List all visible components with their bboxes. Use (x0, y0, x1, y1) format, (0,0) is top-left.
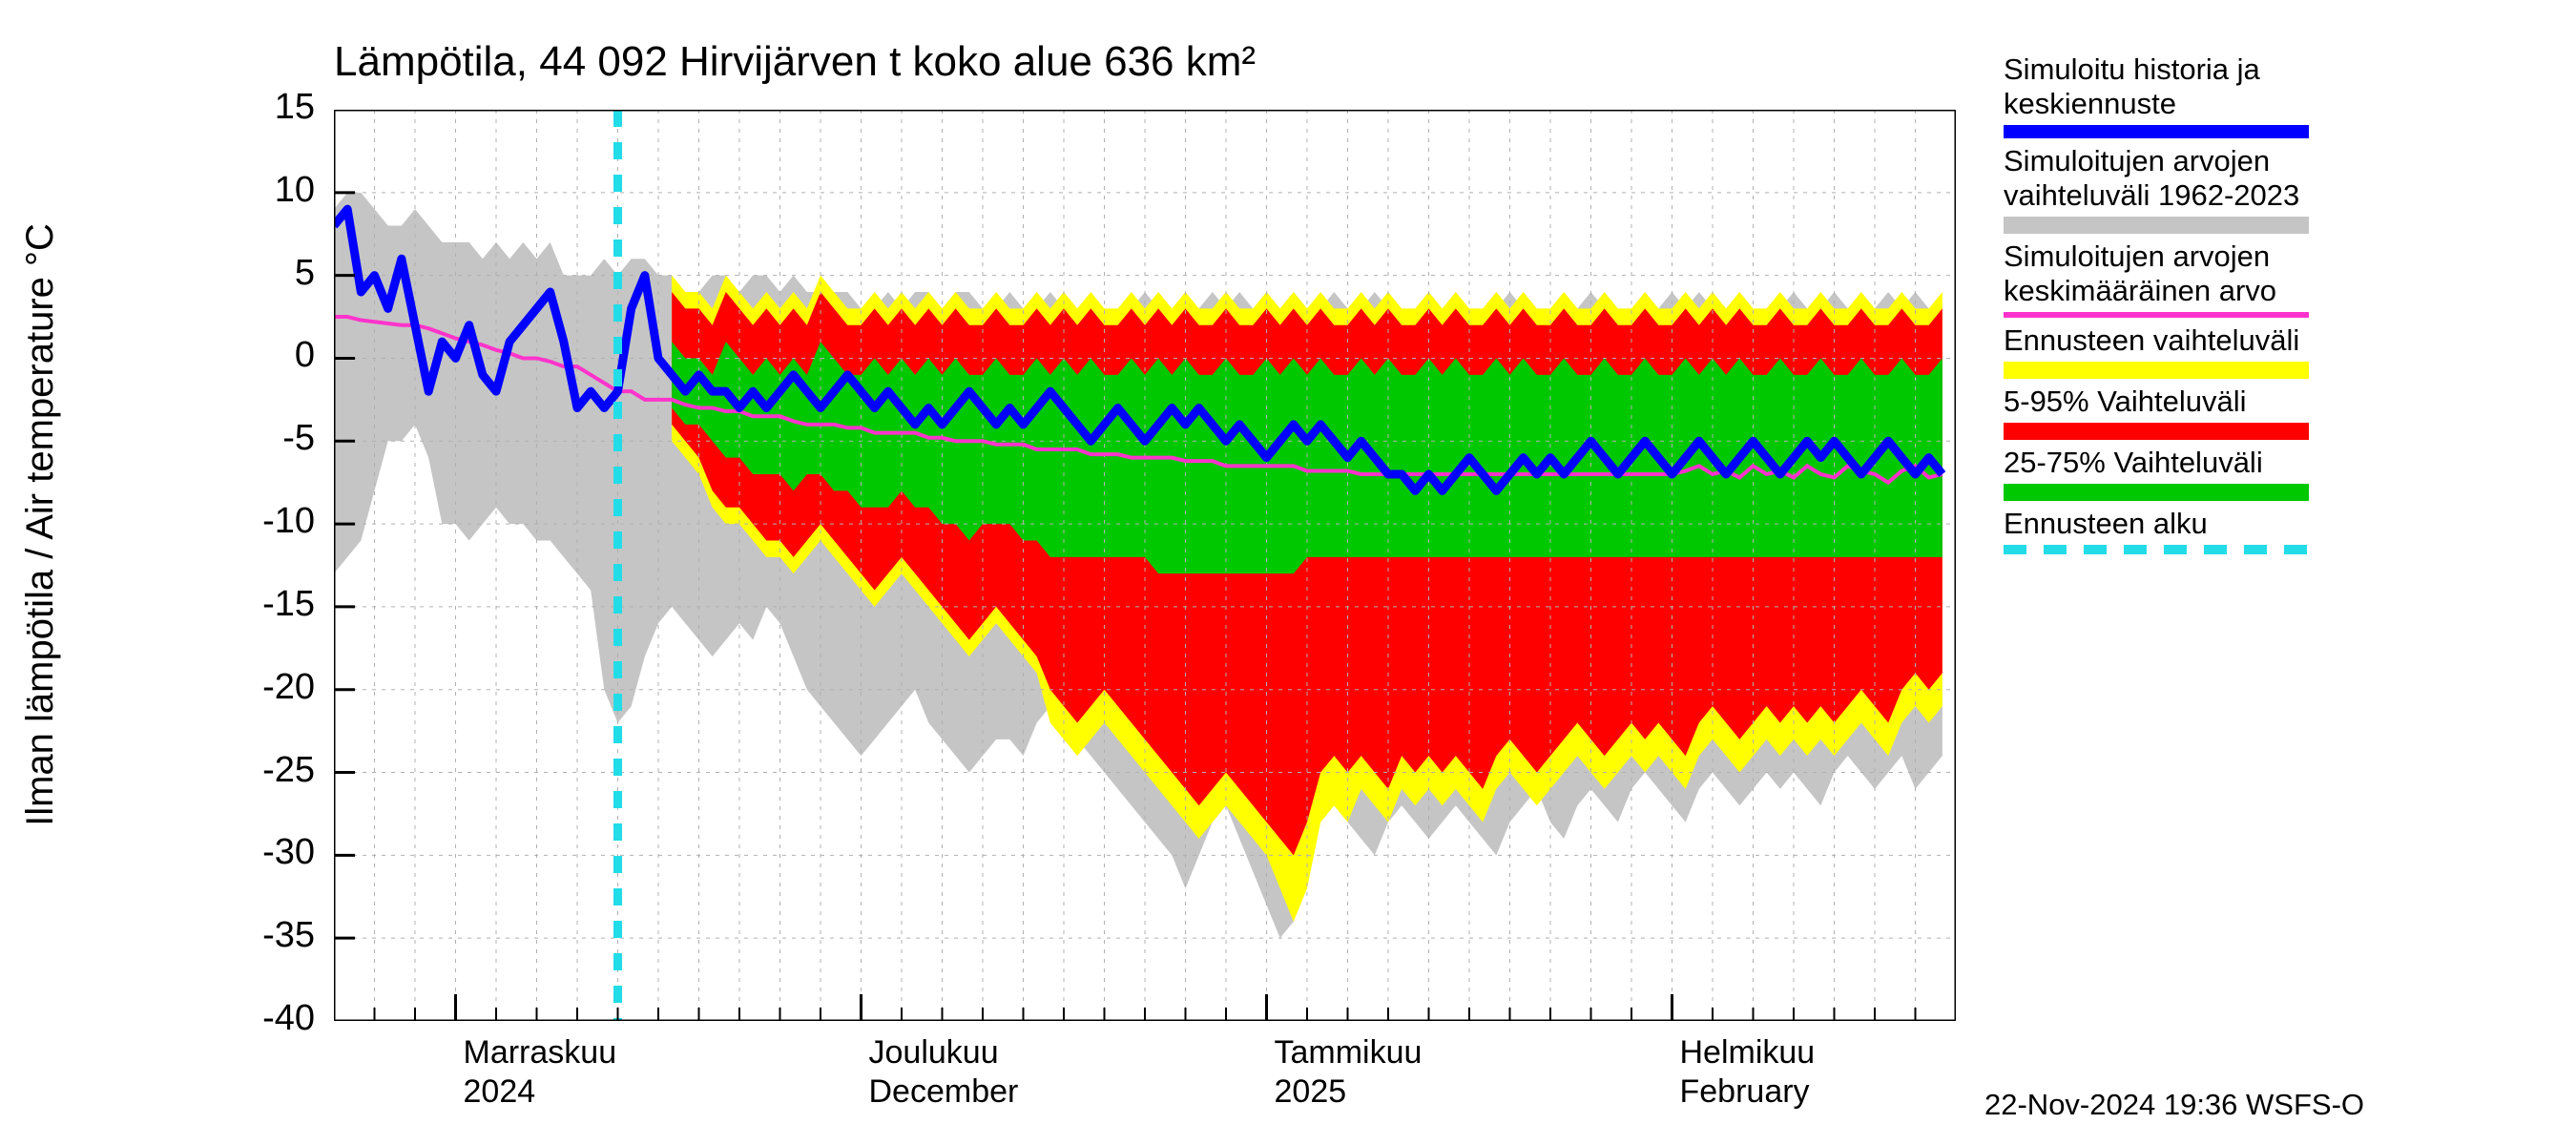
x-tick-label: HelmikuuFebruary (1680, 1033, 1816, 1112)
timestamp: 22-Nov-2024 19:36 WSFS-O (1984, 1088, 2364, 1122)
y-tick-label: -35 (219, 915, 315, 956)
legend-item: Simuloitu historia jakeskiennuste (2004, 52, 2538, 138)
legend-item: Simuloitujen arvojenkeskimääräinen arvo (2004, 239, 2538, 318)
x-tick-label: Tammikuu2025 (1275, 1033, 1423, 1112)
y-tick-label: -25 (219, 750, 315, 791)
y-tick-label: -10 (219, 501, 315, 542)
chart-plot (334, 110, 1956, 1021)
y-tick-label: 0 (219, 335, 315, 376)
y-tick-label: -20 (219, 667, 315, 708)
y-tick-label: 10 (219, 170, 315, 211)
chart-title: Lämpötila, 44 092 Hirvijärven t koko alu… (334, 38, 1256, 86)
y-axis-label: Ilman lämpötila / Air temperature °C (19, 48, 62, 1002)
y-tick-label: -30 (219, 832, 315, 873)
legend-item: 5-95% Vaihteluväli (2004, 385, 2538, 440)
y-tick-label: 15 (219, 87, 315, 128)
y-tick-label: -5 (219, 418, 315, 459)
x-tick-label: Marraskuu2024 (464, 1033, 617, 1112)
y-tick-label: -40 (219, 998, 315, 1039)
legend-item: 25-75% Vaihteluväli (2004, 446, 2538, 501)
legend-item: Ennusteen alku (2004, 507, 2538, 554)
y-tick-label: -15 (219, 584, 315, 625)
legend-item: Simuloitujen arvojenvaihteluväli 1962-20… (2004, 144, 2538, 234)
legend-item: Ennusteen vaihteluväli (2004, 323, 2538, 379)
x-tick-label: JoulukuuDecember (869, 1033, 1019, 1112)
legend: Simuloitu historia jakeskiennusteSimuloi… (2004, 52, 2538, 560)
y-tick-label: 5 (219, 253, 315, 294)
